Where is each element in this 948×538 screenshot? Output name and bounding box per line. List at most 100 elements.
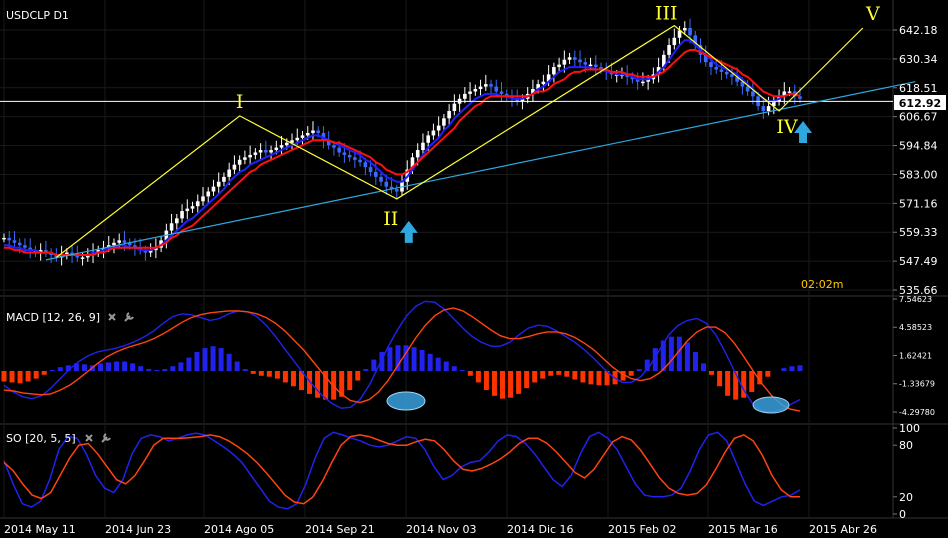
x-tick-label: 2015 Feb 02 — [608, 523, 676, 536]
candle-body — [49, 252, 53, 255]
x-tick-label: 2014 Sep 21 — [305, 523, 375, 536]
candle-body — [190, 206, 195, 209]
candle-body — [222, 176, 226, 182]
candle-body — [326, 140, 331, 146]
x-tick-label: 2014 Dic 16 — [507, 523, 574, 536]
candle-body — [248, 154, 252, 158]
candle-body — [394, 189, 399, 192]
macd-close-icon[interactable] — [108, 313, 116, 321]
candle-body — [206, 191, 211, 197]
wave-label: I — [236, 91, 244, 113]
arrow-up-shape — [399, 220, 418, 243]
candle-body — [54, 254, 59, 258]
so-k-line — [3, 431, 801, 510]
so-panel[interactable] — [3, 431, 801, 510]
price-tick-label: 606.67 — [899, 111, 938, 124]
candle-body — [300, 135, 305, 138]
candle-body — [384, 181, 389, 187]
candle-body — [588, 64, 593, 67]
candle-body — [468, 91, 472, 94]
candle-body — [667, 45, 671, 55]
so-close-icon[interactable] — [85, 434, 93, 442]
highlight-ellipse — [386, 391, 426, 411]
candle-body — [625, 74, 629, 77]
candle-body — [489, 84, 493, 87]
price-tick-label: 535.66 — [899, 284, 938, 297]
highlight-ellipse — [752, 396, 790, 414]
grid — [0, 0, 893, 518]
candle-body — [65, 252, 69, 255]
candle-body — [536, 84, 540, 90]
candle-body — [227, 169, 231, 177]
candle-body — [127, 242, 132, 246]
candle-body — [117, 240, 122, 243]
candle-body — [253, 152, 258, 155]
candle-body — [719, 69, 724, 72]
x-tick-label: 2014 Jun 23 — [105, 523, 171, 536]
candle-body — [363, 162, 368, 168]
so-d-line — [3, 434, 800, 505]
price-tick-label: 583.00 — [899, 168, 938, 181]
macd-tick-label: 4.58523 — [899, 323, 932, 332]
candle-body — [567, 57, 572, 60]
macd-tick-label: 1.62421 — [899, 352, 932, 361]
so-wrench-icon[interactable] — [101, 433, 111, 443]
candle-body — [264, 150, 268, 153]
candle-body — [33, 250, 38, 253]
macd-tick-label: -4.29780 — [899, 408, 935, 417]
candle-body — [337, 147, 341, 153]
macd-panel[interactable] — [1, 300, 803, 414]
candle-body — [499, 91, 504, 94]
candle-body — [305, 132, 310, 136]
candle-body — [211, 186, 216, 192]
timer-label: 02:02m — [801, 278, 843, 291]
candle-body — [442, 118, 446, 126]
candle-body — [80, 257, 85, 259]
candle-body — [682, 27, 687, 31]
candle-body — [745, 86, 750, 92]
candle-body — [415, 150, 420, 158]
candle-body — [473, 89, 478, 92]
price-tick-label: 594.84 — [899, 140, 938, 153]
candle-body — [154, 247, 158, 251]
candle-body — [96, 250, 101, 253]
candle-body — [646, 79, 650, 82]
candle-body — [75, 254, 80, 258]
candle-body — [332, 145, 336, 148]
candle-body — [562, 59, 567, 65]
candle-body — [740, 81, 745, 87]
candle-body — [730, 74, 734, 77]
ma-red-line — [4, 49, 801, 256]
candle-body — [316, 130, 321, 133]
candle-body — [379, 176, 383, 182]
macd-wrench-icon[interactable] — [124, 312, 134, 322]
candle-body — [175, 218, 179, 224]
candle-body — [787, 91, 792, 93]
candle-body — [693, 35, 698, 46]
candle-body — [609, 71, 614, 75]
candle-body — [23, 245, 27, 248]
support-trendline[interactable] — [45, 81, 916, 261]
candle-body — [703, 54, 708, 63]
candle-body — [761, 106, 766, 111]
candle-body — [510, 96, 514, 99]
price-tick-label: 618.51 — [899, 82, 938, 95]
macd-tick-label: 7.54623 — [899, 295, 932, 304]
arrow-up-shape — [794, 120, 813, 143]
macd-line — [3, 300, 801, 413]
candle-body — [531, 89, 535, 94]
candle-body — [724, 71, 729, 75]
candle-body — [290, 140, 294, 143]
x-tick-label: 2015 Mar 16 — [708, 523, 778, 536]
so-tick-label: 80 — [899, 439, 913, 452]
candle-body — [91, 252, 95, 255]
candle-body — [353, 157, 357, 160]
candle-body — [583, 62, 588, 65]
price-tick-label: 642.18 — [899, 24, 938, 37]
candle-body — [662, 54, 666, 68]
candle-body — [798, 96, 802, 99]
elliott-wave-line[interactable] — [56, 24, 864, 258]
candle-body — [714, 67, 719, 70]
